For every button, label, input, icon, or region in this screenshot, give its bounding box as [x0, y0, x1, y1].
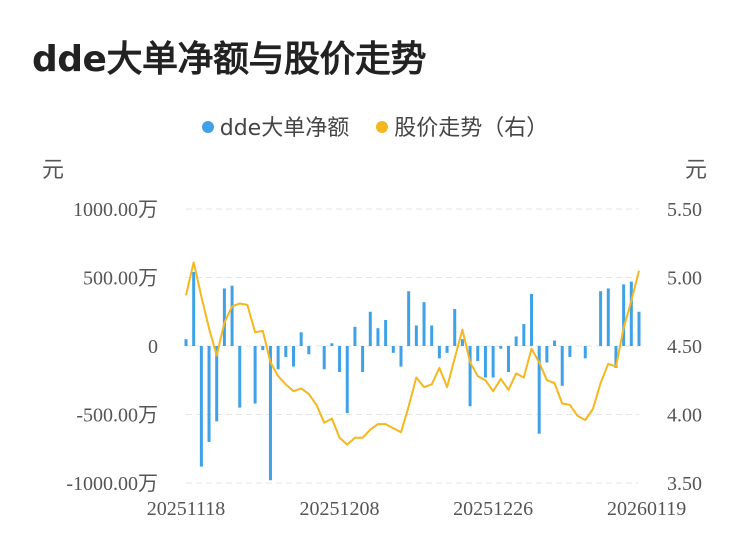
legend-item-dde[interactable]: dde大单净额: [201, 110, 350, 142]
price-line: [185, 261, 640, 446]
bar: [506, 346, 510, 373]
legend-label-price: 股价走势（右）: [394, 116, 549, 141]
line-series: [185, 261, 640, 446]
bar: [514, 336, 518, 346]
bar: [384, 319, 388, 346]
x-tick-label: 20251208: [300, 498, 380, 520]
bar: [230, 285, 234, 346]
bar: [276, 346, 280, 370]
bar: [399, 346, 403, 367]
bar: [437, 346, 441, 359]
bar: [422, 302, 426, 346]
bar: [330, 343, 334, 346]
bar: [322, 346, 326, 370]
bar: [207, 346, 211, 442]
right-tick-label: 4.50: [667, 336, 702, 358]
left-unit-label: 元: [42, 158, 64, 183]
left-tick-label: 500.00万: [83, 268, 158, 290]
bar: [553, 340, 557, 346]
bar: [368, 311, 372, 346]
bar-series: [184, 272, 641, 481]
bar: [568, 346, 572, 357]
left-tick-label: 0: [148, 336, 158, 358]
chart-title: dde大单净额与股价走势: [32, 39, 426, 80]
right-tick-label: 3.50: [667, 473, 702, 495]
bar: [545, 346, 549, 363]
legend-item-price[interactable]: 股价走势（右）: [376, 110, 548, 142]
bar: [238, 346, 242, 408]
left-tick-label: -500.00万: [76, 405, 158, 427]
bar: [253, 346, 257, 404]
bar: [537, 346, 541, 434]
bar: [199, 346, 203, 467]
bar: [184, 339, 188, 346]
bar: [291, 346, 295, 367]
bar: [376, 328, 380, 346]
bar: [629, 281, 633, 346]
bar: [483, 346, 487, 378]
legend-dot-dde: [201, 121, 214, 133]
bar: [522, 324, 526, 346]
right-tick-label: 4.00: [667, 405, 702, 427]
bar: [391, 346, 395, 353]
bar: [606, 288, 610, 346]
bar: [261, 346, 265, 351]
bar: [453, 309, 457, 346]
bar: [637, 311, 641, 346]
bar: [414, 325, 418, 346]
left-tick-label: -1000.00万: [66, 473, 158, 495]
bar: [192, 272, 196, 346]
bar: [222, 288, 226, 346]
bar: [460, 339, 464, 346]
bar: [268, 346, 272, 481]
bar: [299, 332, 303, 346]
bar: [468, 346, 472, 407]
bar: [599, 291, 603, 346]
bar: [338, 346, 342, 373]
left-tick-label: 1000.00万: [73, 199, 158, 221]
x-tick-label: 20251118: [147, 498, 226, 520]
bar: [491, 346, 495, 378]
x-tick-label: 20260119: [607, 498, 686, 520]
bar: [215, 346, 219, 422]
bar: [476, 346, 480, 362]
bar: [560, 346, 564, 386]
bar: [499, 346, 503, 349]
right-tick-label: 5.50: [667, 199, 702, 221]
x-tick-label: 20251226: [453, 498, 533, 520]
bar: [345, 346, 349, 414]
bar: [284, 346, 288, 357]
bar: [361, 346, 365, 373]
bar: [353, 326, 357, 346]
right-unit-label: 元: [685, 158, 707, 183]
bar: [445, 346, 449, 353]
legend-label-dde: dde大单净额: [219, 116, 350, 141]
legend-dot-price: [376, 121, 389, 133]
bar: [614, 346, 618, 368]
bar: [430, 325, 434, 346]
bar: [307, 346, 311, 355]
right-tick-label: 5.00: [667, 268, 702, 290]
bar: [622, 284, 626, 346]
bar: [530, 293, 534, 346]
legend: dde大单净额 股价走势（右）: [0, 110, 750, 142]
axes: 元 元 1000.00万 500.00万 0 -500.00万 -1000.00万 5.5…: [42, 158, 707, 520]
bar: [407, 291, 411, 346]
bar: [583, 346, 587, 359]
